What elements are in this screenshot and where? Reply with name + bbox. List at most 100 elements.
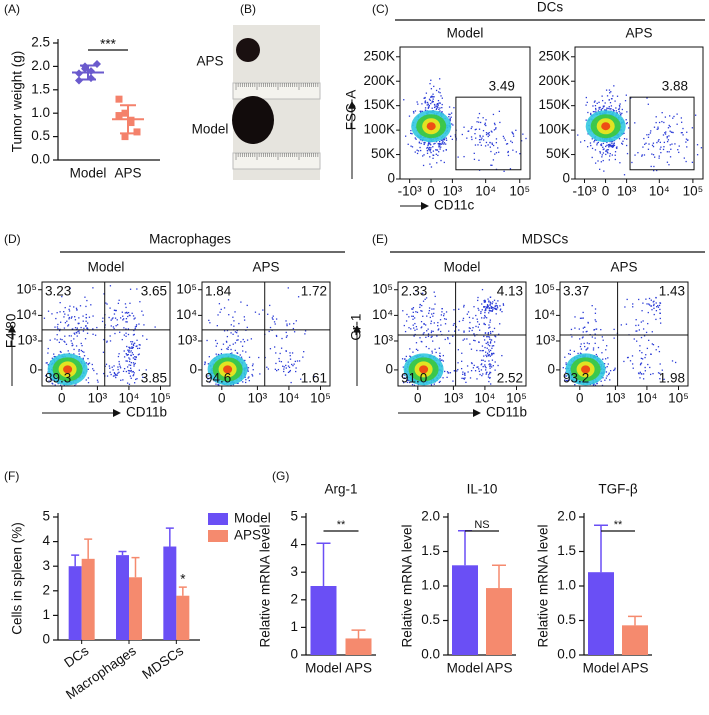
event-dot — [443, 142, 446, 144]
gate-percent: 3.88 — [662, 79, 688, 94]
y-tick-label: 0 — [42, 632, 50, 647]
event-dot — [122, 315, 124, 317]
event-dot — [136, 378, 138, 380]
event-dot — [666, 161, 669, 163]
event-dot — [84, 296, 86, 298]
event-dot — [597, 110, 600, 112]
event-dot — [464, 372, 466, 374]
event-dot — [209, 377, 211, 379]
x-tick-label: 10³ — [444, 391, 464, 406]
event-dot — [492, 345, 495, 347]
event-dot — [602, 159, 604, 162]
event-dot — [582, 327, 584, 329]
event-dot — [602, 339, 604, 341]
event-dot — [227, 348, 229, 351]
event-dot — [594, 333, 596, 335]
event-dot — [644, 356, 646, 359]
event-dot — [424, 107, 427, 109]
event-dot — [219, 311, 221, 313]
event-dot — [594, 312, 597, 314]
event-dot — [465, 381, 467, 384]
event-dot — [416, 328, 418, 330]
event-dot — [404, 358, 406, 360]
event-dot — [109, 335, 111, 337]
event-dot — [474, 370, 477, 372]
event-dot — [609, 155, 611, 157]
event-dot — [422, 164, 425, 167]
event-dot — [634, 154, 636, 156]
event-dot — [216, 342, 218, 345]
event-dot — [220, 308, 222, 311]
event-dot — [129, 288, 132, 290]
event-dot — [618, 108, 621, 110]
event-dot — [422, 300, 425, 302]
event-dot — [420, 340, 422, 343]
event-dot — [119, 365, 121, 367]
x-tick-label: -10³ — [572, 184, 597, 199]
event-dot — [417, 103, 419, 105]
event-dot — [507, 150, 509, 153]
event-dot — [131, 371, 133, 373]
event-dot — [487, 333, 489, 335]
event-dot — [611, 98, 613, 100]
event-dot — [571, 336, 573, 338]
event-dot — [637, 152, 639, 154]
event-dot — [125, 321, 127, 323]
event-dot — [423, 141, 425, 144]
event-dot — [613, 142, 615, 144]
event-dot — [456, 370, 458, 372]
event-dot — [619, 106, 621, 108]
event-dot — [451, 138, 454, 141]
event-dot — [412, 351, 414, 353]
event-dot — [233, 325, 235, 327]
data-point — [75, 76, 83, 85]
bar — [129, 577, 142, 640]
event-dot — [251, 365, 254, 367]
event-dot — [569, 353, 571, 356]
y-axis-label: Cells in spleen (%) — [10, 522, 25, 635]
event-dot — [227, 346, 229, 348]
event-dot — [610, 144, 612, 147]
event-dot — [427, 103, 430, 105]
event-dot — [488, 131, 490, 134]
event-dot — [138, 323, 140, 325]
event-dot — [64, 313, 66, 315]
event-dot — [488, 380, 490, 383]
event-dot — [128, 346, 130, 348]
tumor — [236, 38, 260, 62]
event-dot — [609, 92, 611, 94]
event-dot — [234, 349, 236, 352]
event-dot — [496, 307, 499, 309]
event-dot — [236, 352, 239, 354]
event-dot — [567, 379, 569, 382]
bar — [345, 638, 372, 655]
event-dot — [452, 324, 455, 326]
event-dot — [647, 148, 650, 150]
event-dot — [428, 105, 430, 107]
event-dot — [483, 339, 486, 341]
event-dot — [64, 306, 66, 309]
event-dot — [424, 298, 426, 300]
significance-label: * — [180, 572, 186, 587]
x-tick-label: 10⁴ — [278, 391, 299, 406]
event-dot — [674, 361, 677, 364]
event-dot — [499, 309, 501, 311]
event-dot — [430, 96, 432, 98]
event-dot — [68, 308, 70, 311]
event-dot — [124, 312, 127, 314]
event-dot — [430, 320, 433, 322]
event-dot — [129, 370, 132, 372]
event-dot — [135, 325, 138, 328]
event-dot — [292, 364, 294, 367]
event-dot — [429, 148, 432, 151]
event-dot — [123, 327, 125, 329]
event-dot — [439, 88, 441, 90]
event-dot — [591, 156, 593, 159]
y-tick-label: 150K — [363, 97, 395, 112]
event-dot — [475, 325, 477, 328]
event-dot — [642, 378, 645, 380]
quadrant-percent: 1.84 — [205, 284, 232, 299]
event-dot — [429, 142, 431, 144]
event-dot — [75, 307, 78, 309]
x-tick-label: APS — [485, 661, 512, 676]
